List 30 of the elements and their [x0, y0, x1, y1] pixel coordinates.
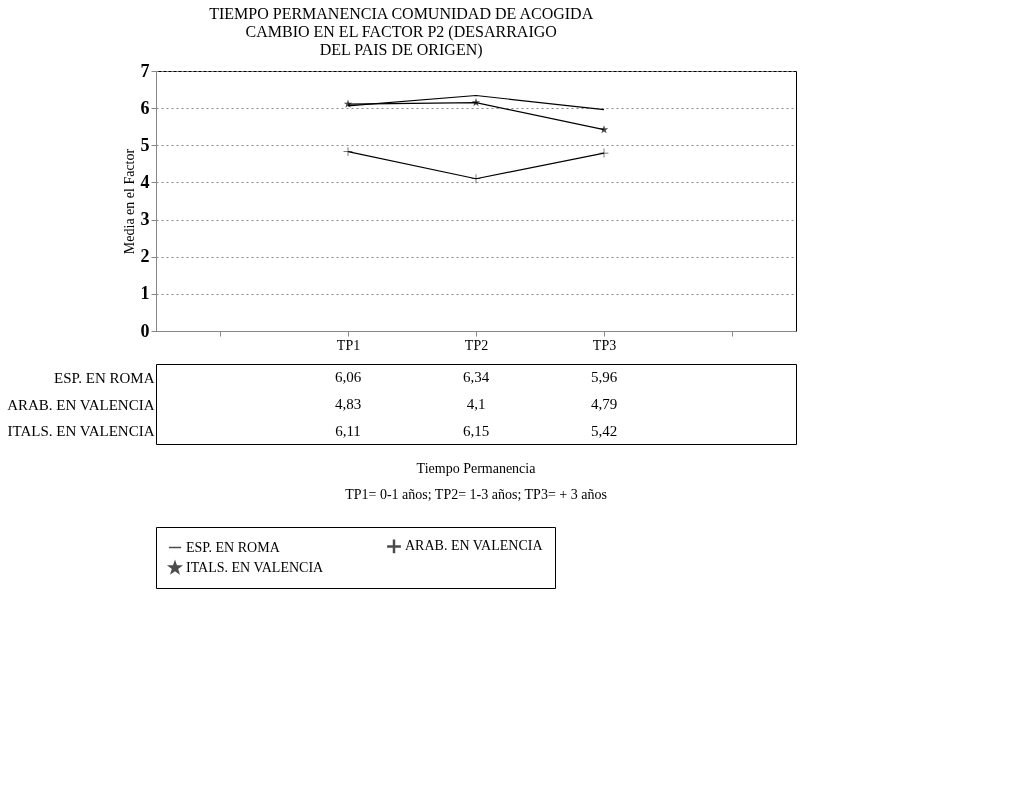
y-axis-title: Media en el Factor: [121, 148, 137, 255]
y-tick-label: 3: [140, 209, 150, 230]
data-label: 6,11: [335, 422, 361, 439]
data-label: 6,15: [462, 422, 490, 439]
data-label: 4,1: [466, 396, 486, 412]
x-tick-label: TP1: [336, 337, 361, 353]
y-tick-label: 5: [140, 134, 150, 155]
y-tick-label: 1: [140, 283, 150, 304]
text: ITALS. EN VALENCIA: [7, 423, 155, 440]
legend-label: ITALS. EN VALENCIA: [186, 560, 325, 575]
data-label: 4,83: [334, 396, 362, 412]
x-tick-label: TP3: [592, 337, 617, 353]
y-tick-label: 6: [140, 97, 150, 118]
legend-label: ARAB. EN VALENCIA: [405, 538, 544, 554]
legend-label: ESP. EN ROMA: [186, 539, 281, 555]
text: ESP. EN ROMA: [54, 369, 155, 386]
data-label: 5,96: [590, 369, 618, 386]
x-tick-label: TP2: [464, 337, 489, 353]
text: TP1= 0-1 años; TP2= 1-3 años; TP3= + 3 años: [345, 487, 607, 502]
data-label: 6,06: [334, 369, 362, 386]
y-tick-label: 4: [140, 171, 150, 192]
y-tick-label: 0: [140, 320, 150, 341]
data-label: 6,34: [462, 369, 490, 386]
data-label: 5,42: [590, 422, 618, 439]
text: Tiempo Permanencia: [416, 461, 537, 476]
text: ARAB. EN VALENCIA: [7, 396, 155, 413]
y-tick-label: 7: [140, 60, 150, 81]
data-label: 4,79: [590, 396, 618, 412]
chart-title: TIEMPO PERMANENCIA COMUNIDAD DE ACOGIDA CAMBIO EN EL FACTOR P2 (DESARRAIGO DEL PAIS DE ORIGEN): [209, 4, 594, 59]
y-tick-label: 2: [140, 246, 150, 267]
